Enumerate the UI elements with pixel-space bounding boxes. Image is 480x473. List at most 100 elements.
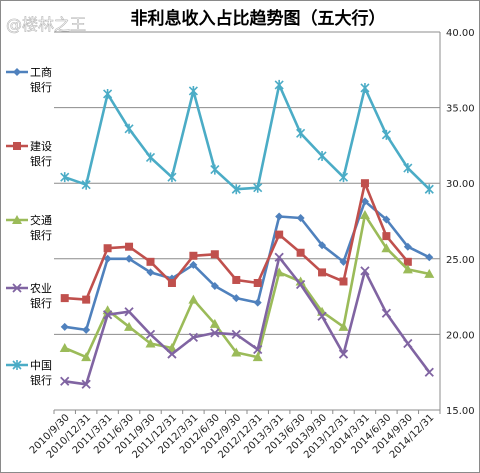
data-point-marker xyxy=(381,243,392,253)
data-point-marker xyxy=(232,294,241,303)
data-point-marker xyxy=(125,242,134,251)
legend-label: 银行 xyxy=(30,80,52,94)
data-point-marker xyxy=(382,215,391,224)
data-point-marker xyxy=(382,232,391,241)
data-point-marker xyxy=(296,248,305,257)
data-point-marker xyxy=(125,254,134,263)
data-point-marker xyxy=(338,172,349,183)
data-point-marker xyxy=(424,184,434,195)
watermark-text: @楼林之王 xyxy=(6,15,86,34)
data-point-marker xyxy=(402,264,413,274)
data-point-marker xyxy=(338,349,349,359)
data-point-marker xyxy=(274,79,284,90)
data-point-marker xyxy=(425,253,434,262)
data-point-marker xyxy=(209,318,220,328)
data-point-marker xyxy=(317,311,327,321)
data-point-marker xyxy=(360,197,369,206)
data-point-marker xyxy=(275,230,284,239)
data-point-marker xyxy=(231,329,241,340)
data-point-marker xyxy=(210,282,219,291)
data-point-marker xyxy=(145,338,156,348)
data-point-marker xyxy=(318,268,327,277)
data-point-marker xyxy=(82,295,91,304)
data-point-marker xyxy=(275,212,284,221)
data-point-marker xyxy=(167,278,176,287)
data-point-marker xyxy=(103,254,112,263)
data-point-marker xyxy=(188,85,198,96)
data-point-marker xyxy=(103,88,113,99)
y-tick-label: 40.00 xyxy=(446,28,475,39)
legend-label: 工商 xyxy=(30,65,52,79)
data-point-marker xyxy=(12,360,22,370)
series-cross xyxy=(60,252,434,389)
data-point-marker xyxy=(318,241,327,250)
series-line xyxy=(64,256,431,386)
data-point-marker xyxy=(403,242,412,251)
data-point-marker xyxy=(102,310,113,320)
data-point-marker xyxy=(210,164,220,175)
data-point-marker xyxy=(81,352,92,362)
data-point-marker xyxy=(166,343,177,353)
data-point-marker xyxy=(253,298,262,307)
series-layer xyxy=(59,79,435,389)
data-point-marker xyxy=(188,294,199,304)
y-tick-label: 15.00 xyxy=(446,406,475,417)
series-square xyxy=(60,179,412,304)
data-point-marker xyxy=(82,325,91,334)
data-point-marker xyxy=(145,329,156,340)
data-point-marker xyxy=(252,352,263,362)
data-point-marker xyxy=(60,294,69,303)
data-point-marker xyxy=(231,347,242,357)
data-point-marker xyxy=(360,82,370,93)
data-point-marker xyxy=(12,283,22,293)
gridlines xyxy=(54,31,440,411)
y-tick-label: 30.00 xyxy=(446,179,475,190)
series-line xyxy=(64,213,430,359)
data-point-marker xyxy=(381,129,391,140)
data-point-marker xyxy=(146,257,155,266)
data-point-marker xyxy=(210,250,219,259)
series-line xyxy=(64,83,431,191)
data-point-marker xyxy=(167,172,177,183)
data-point-marker xyxy=(231,184,241,195)
data-point-marker xyxy=(188,332,199,343)
data-point-marker xyxy=(403,163,413,174)
data-point-marker xyxy=(124,123,134,134)
series-line xyxy=(64,200,430,332)
data-point-marker xyxy=(360,266,370,276)
data-point-marker xyxy=(232,275,241,284)
data-point-marker xyxy=(210,328,220,338)
data-point-marker xyxy=(274,252,284,262)
chart-title: 非利息收入占比趋势图（五大行） xyxy=(131,8,386,29)
data-point-marker xyxy=(60,376,70,386)
data-point-marker xyxy=(403,257,412,266)
series-diamond xyxy=(60,197,434,334)
data-point-marker xyxy=(295,279,306,290)
data-point-marker xyxy=(317,150,327,161)
y-tick-label: 25.00 xyxy=(446,255,475,266)
data-point-marker xyxy=(60,322,69,331)
data-point-marker xyxy=(103,244,112,253)
data-point-marker xyxy=(60,172,70,183)
data-point-marker xyxy=(145,152,156,163)
data-point-marker xyxy=(167,349,177,359)
data-point-marker xyxy=(124,307,134,317)
data-point-marker xyxy=(13,68,21,76)
legend-label: 银行 xyxy=(30,228,52,242)
legend-label: 银行 xyxy=(30,296,52,310)
data-point-marker xyxy=(253,278,262,287)
legend-label: 银行 xyxy=(30,373,52,387)
data-point-marker xyxy=(146,268,155,277)
data-point-marker xyxy=(12,215,22,224)
y-tick-label: 35.00 xyxy=(446,104,475,115)
data-point-marker xyxy=(338,321,349,331)
series-star xyxy=(60,79,434,195)
data-point-marker xyxy=(339,277,348,286)
data-point-marker xyxy=(424,268,435,278)
data-point-marker xyxy=(81,179,91,190)
